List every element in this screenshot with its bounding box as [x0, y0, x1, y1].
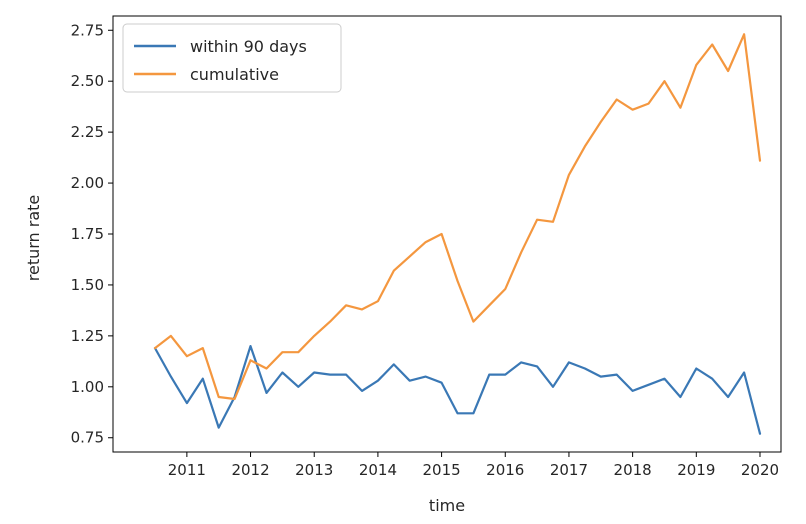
x-tick-label: 2013 — [295, 461, 333, 479]
y-tick-label: 0.75 — [71, 429, 104, 447]
y-axis: 0.75 1.00 1.25 1.50 1.75 2.00 2.25 2.50 2.75 — [71, 21, 113, 447]
y-tick-label: 2.00 — [71, 174, 104, 192]
legend-label-within-90-days: within 90 days — [190, 37, 307, 56]
x-axis: 2011 2012 2013 2014 2015 2016 2017 2018 2019 2020 — [168, 452, 779, 479]
y-tick-label: 1.50 — [71, 276, 104, 294]
y-tick-label: 1.25 — [71, 327, 104, 345]
x-tick-label: 2020 — [741, 461, 779, 479]
x-tick-label: 2018 — [614, 461, 652, 479]
x-tick-label: 2011 — [168, 461, 206, 479]
x-tick-label: 2019 — [677, 461, 715, 479]
x-tick-label: 2014 — [359, 461, 397, 479]
y-tick-label: 2.75 — [71, 21, 104, 39]
y-tick-label: 2.25 — [71, 123, 104, 141]
legend: within 90 days cumulative — [122, 23, 342, 93]
x-tick-label: 2016 — [486, 461, 524, 479]
x-axis-label: time — [429, 496, 465, 515]
legend-label-cumulative: cumulative — [190, 65, 279, 84]
legend-box — [122, 23, 342, 93]
series-line-within-90-days — [153, 345, 762, 435]
y-axis-label: return rate — [24, 195, 43, 282]
x-tick-label: 2015 — [422, 461, 460, 479]
x-tick-label: 2012 — [231, 461, 269, 479]
y-tick-label: 1.75 — [71, 225, 104, 243]
x-tick-label: 2017 — [550, 461, 588, 479]
y-tick-label: 1.00 — [71, 378, 104, 396]
y-tick-label: 2.50 — [71, 72, 104, 90]
series-line-cumulative — [153, 33, 762, 401]
